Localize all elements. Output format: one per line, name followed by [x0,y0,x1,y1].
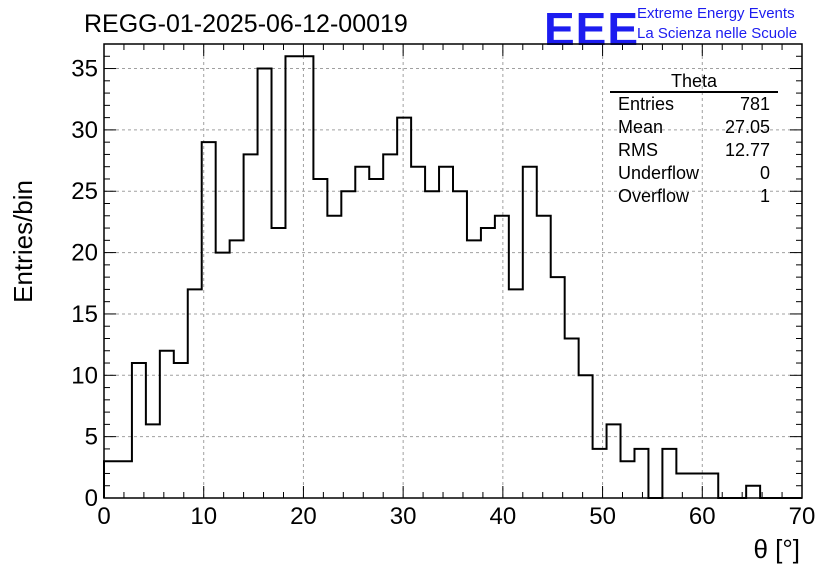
histogram-bin [481,228,495,498]
axis-labels: θ [°] Entries/bin [8,180,800,564]
logo-caption-line1: Extreme Energy Events [637,5,795,22]
logo-caption: Extreme Energy Events La Scienza nelle S… [637,4,797,44]
stats-value: 27.05 [724,117,770,137]
histogram-bin [746,486,760,498]
histogram-bin [132,363,146,498]
histogram-bin [285,56,299,498]
histogram-bin [104,461,118,498]
histogram-bin [425,191,439,498]
stats-label: Underflow [618,163,700,183]
histogram-bin [244,154,258,498]
histogram-bin [579,375,593,498]
histogram-bin [258,69,272,498]
y-axis-label: Entries/bin [8,180,38,303]
stats-row-mean: Mean 27.05 [610,116,778,139]
x-tick-label: 40 [490,503,517,530]
stats-value: 0 [759,163,770,183]
y-tick-label: 35 [71,56,98,83]
y-tick-label: 10 [71,362,98,389]
histogram-bin [565,338,579,498]
histogram-bin [355,167,369,498]
x-axis-label: θ [°] [753,534,800,564]
histogram-bin [495,216,509,498]
histogram-bin [662,449,676,498]
plot-frame [103,43,803,499]
histogram-bin [523,167,537,498]
x-tick-label: 30 [390,503,417,530]
y-tick-label: 5 [85,424,98,451]
histogram-bin [593,449,607,498]
stats-label: RMS [618,140,658,160]
histogram-bin [537,216,551,498]
x-tick-label: 0 [97,503,110,530]
y-tick-label: 15 [71,301,98,328]
histogram-bin [467,240,481,498]
stats-label: Entries [618,94,675,114]
histogram-bin [383,154,397,498]
stats-label: Overflow [618,186,690,206]
stats-value: 1 [759,186,770,206]
histogram-bin [202,142,216,498]
histogram-bin [174,363,188,498]
stats-value: 781 [739,94,770,114]
histogram-bin [327,216,341,498]
histogram-bin [313,179,327,498]
x-tick-label: 50 [589,503,616,530]
histogram-bin [607,424,621,498]
histogram-bin [216,253,230,498]
histogram-bin [634,449,648,498]
histogram-bin [411,167,425,498]
histogram-bin [509,289,523,498]
stats-label: Mean [618,117,664,137]
histogram-bin [118,461,132,498]
histogram-bin [146,424,160,498]
y-tick-label: 20 [71,240,98,267]
x-tick-label: 60 [689,503,716,530]
logo-caption-line2: La Scienza nelle Scuole [637,25,798,42]
stats-row-overflow: Overflow 1 [610,185,778,208]
histogram-bin [453,191,467,498]
histogram-bin [676,473,690,498]
histogram-bin [299,56,313,498]
histogram-bin [397,118,411,498]
stats-value: 12.77 [724,140,770,160]
stats-row-underflow: Underflow 0 [610,162,778,185]
histogram-bin [439,167,453,498]
stats-row-entries: Entries 781 [610,93,778,116]
histogram-bin [704,473,718,498]
x-tick-label: 10 [190,503,217,530]
stats-row-rms: RMS 12.77 [610,139,778,162]
y-tick-label: 0 [85,485,98,512]
x-tick-label: 70 [789,503,816,530]
chart-title: REGG-01-2025-06-12-00019 [84,10,408,38]
x-tick-label: 20 [290,503,317,530]
histogram-bin [341,191,355,498]
histogram-bin [160,351,174,498]
histogram-bin [188,289,202,498]
y-tick-label: 30 [71,117,98,144]
stats-box-title: Theta [610,72,778,93]
y-tick-label: 25 [71,178,98,205]
histogram-bin [230,240,244,498]
stats-box: Theta Entries 781 Mean 27.05 RMS 12.77 U… [610,72,778,208]
histogram-bin [369,179,383,498]
histogram-bin [272,228,286,498]
histogram-bin [551,277,565,498]
